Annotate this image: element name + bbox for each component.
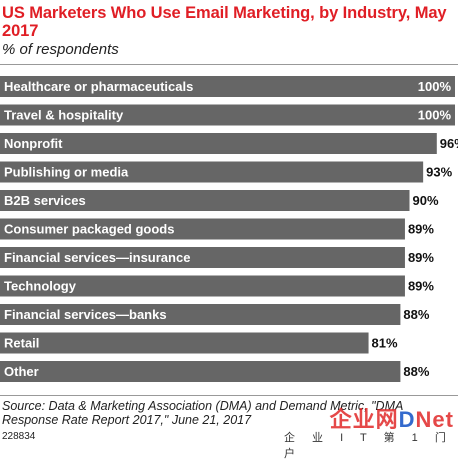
bar (0, 76, 455, 97)
value-label: 89% (408, 250, 434, 265)
category-label: Travel & hospitality (4, 108, 124, 123)
bar (0, 332, 369, 354)
value-label: 93% (426, 165, 452, 180)
bar-chart: Healthcare or pharmaceuticals 100% Travel … (0, 76, 458, 382)
value-label: 89% (408, 222, 434, 237)
bar (0, 361, 401, 382)
category-label: Retail (4, 336, 39, 351)
category-label: Nonprofit (4, 136, 63, 151)
watermark-logo: 企业网DNet 企 业 I T 第 1 门 户 (284, 402, 454, 460)
top-divider (0, 64, 458, 65)
chart-id: 228834 (2, 431, 36, 442)
category-label: Other (4, 364, 39, 379)
category-label: Healthcare or pharmaceuticals (4, 79, 193, 94)
value-label: 88% (403, 307, 429, 322)
category-label: Consumer packaged goods (4, 222, 174, 237)
category-label: Technology (4, 279, 77, 294)
bar (0, 304, 401, 325)
value-label: 81% (372, 336, 398, 351)
bottom-divider (0, 395, 458, 396)
bar (0, 104, 455, 126)
value-label: 90% (413, 193, 439, 208)
value-label: 100% (418, 108, 452, 123)
bar (0, 161, 424, 183)
watermark-brand: 企业网DNet (329, 407, 454, 432)
bar (0, 133, 437, 154)
value-label: 100% (418, 79, 452, 94)
category-label: B2B services (4, 193, 86, 208)
bar (0, 247, 405, 268)
bar (0, 190, 410, 211)
chart-subtitle: % of respondents (2, 41, 119, 58)
source-note: Source: Data & Marketing Association (DM… (2, 399, 403, 427)
value-label: 96% (440, 136, 458, 151)
category-label: Financial services—insurance (4, 250, 190, 265)
category-label: Publishing or media (4, 165, 129, 180)
bar (0, 275, 405, 297)
chart-title: US Marketers Who Use Email Marketing, by… (2, 4, 447, 40)
bar (0, 218, 405, 240)
category-label: Financial services—banks (4, 307, 167, 322)
value-label: 88% (403, 364, 429, 379)
watermark-subtitle: 企 业 I T 第 1 门 户 (284, 432, 453, 460)
value-label: 89% (408, 279, 434, 294)
